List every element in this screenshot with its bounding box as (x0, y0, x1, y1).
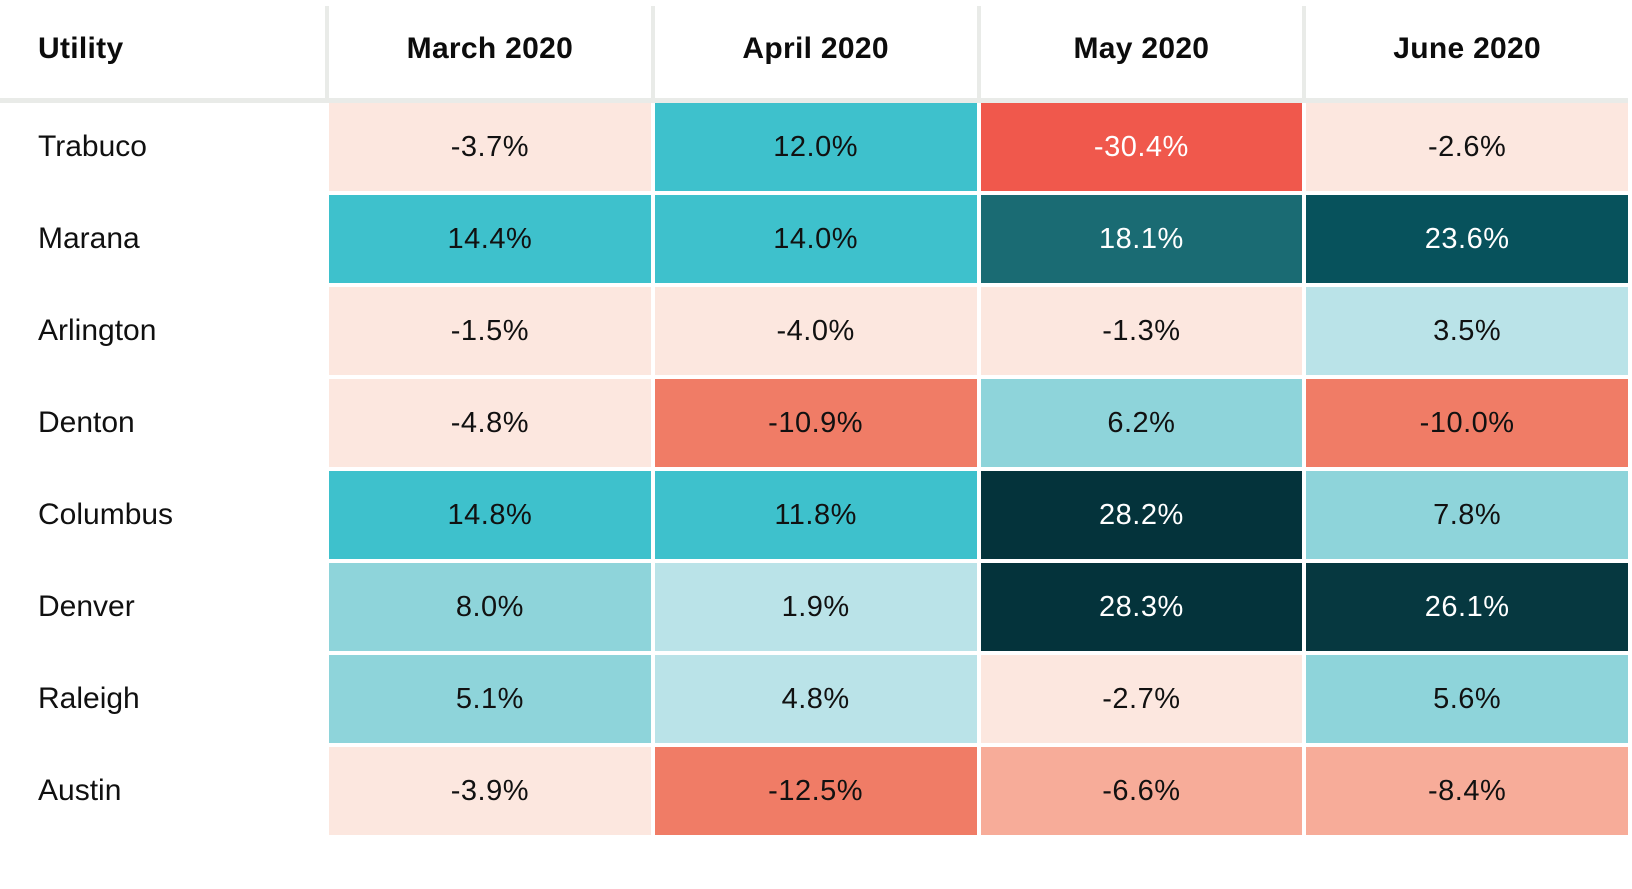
heatmap-cell: 18.1% (980, 195, 1303, 283)
heatmap-cell: -1.5% (329, 287, 651, 375)
row-label-denver: Denver (0, 563, 325, 651)
heatmap-cell: 14.4% (329, 195, 651, 283)
heatmap-cell: 11.8% (654, 471, 977, 559)
column-header-may-2020: May 2020 (976, 0, 1303, 98)
column-header-utility: Utility (38, 32, 124, 65)
row-label-arlington: Arlington (0, 287, 325, 375)
heatmap-cell: -2.6% (1306, 103, 1628, 191)
heatmap-cell: -12.5% (654, 747, 977, 835)
heatmap-cell: -4.8% (329, 379, 651, 467)
header-divider (0, 98, 1628, 103)
row-label-denton: Denton (0, 379, 325, 467)
heatmap-cell: 26.1% (1306, 563, 1628, 651)
column-header-march-2020: March 2020 (325, 0, 651, 98)
heatmap-cell: -3.7% (329, 103, 651, 191)
row-label-trabuco: Trabuco (0, 103, 325, 191)
heatmap-cell: 5.6% (1306, 655, 1628, 743)
heatmap-cell: 4.8% (654, 655, 977, 743)
heatmap-cell: -8.4% (1306, 747, 1628, 835)
heatmap-cell: 14.0% (654, 195, 977, 283)
heatmap-cell: 28.3% (980, 563, 1303, 651)
row-label-columbus: Columbus (0, 471, 325, 559)
heatmap-body: Trabuco -3.7% 12.0% -30.4% -2.6% Marana 14.4% 1… (0, 103, 1628, 835)
heatmap-cell: -2.7% (980, 655, 1303, 743)
heatmap-cell: -6.6% (980, 747, 1303, 835)
heatmap-cell: 14.8% (329, 471, 651, 559)
column-header-june-2020: June 2020 (1302, 0, 1628, 98)
heatmap-cell: -1.3% (980, 287, 1303, 375)
column-header-april-2020: April 2020 (650, 0, 977, 98)
row-label-raleigh: Raleigh (0, 655, 325, 743)
header-row: Utility March 2020 April 2020 May 2020 J… (0, 0, 1628, 98)
heatmap-cell: 5.1% (329, 655, 651, 743)
heatmap-cell: 23.6% (1306, 195, 1628, 283)
heatmap-cell: -30.4% (980, 103, 1303, 191)
heatmap-cell: 28.2% (980, 471, 1303, 559)
heatmap-cell: 1.9% (654, 563, 977, 651)
heatmap-cell: -10.9% (654, 379, 977, 467)
row-label-austin: Austin (0, 747, 325, 835)
heatmap-cell: 6.2% (980, 379, 1303, 467)
heatmap-cell: -10.0% (1306, 379, 1628, 467)
heatmap-cell: 3.5% (1306, 287, 1628, 375)
utility-heatmap-table: Utility March 2020 April 2020 May 2020 J… (0, 0, 1628, 835)
heatmap-cell: 8.0% (329, 563, 651, 651)
heatmap-cell: 12.0% (654, 103, 977, 191)
heatmap-cell: 7.8% (1306, 471, 1628, 559)
heatmap-cell: -3.9% (329, 747, 651, 835)
row-label-marana: Marana (0, 195, 325, 283)
heatmap-cell: -4.0% (654, 287, 977, 375)
